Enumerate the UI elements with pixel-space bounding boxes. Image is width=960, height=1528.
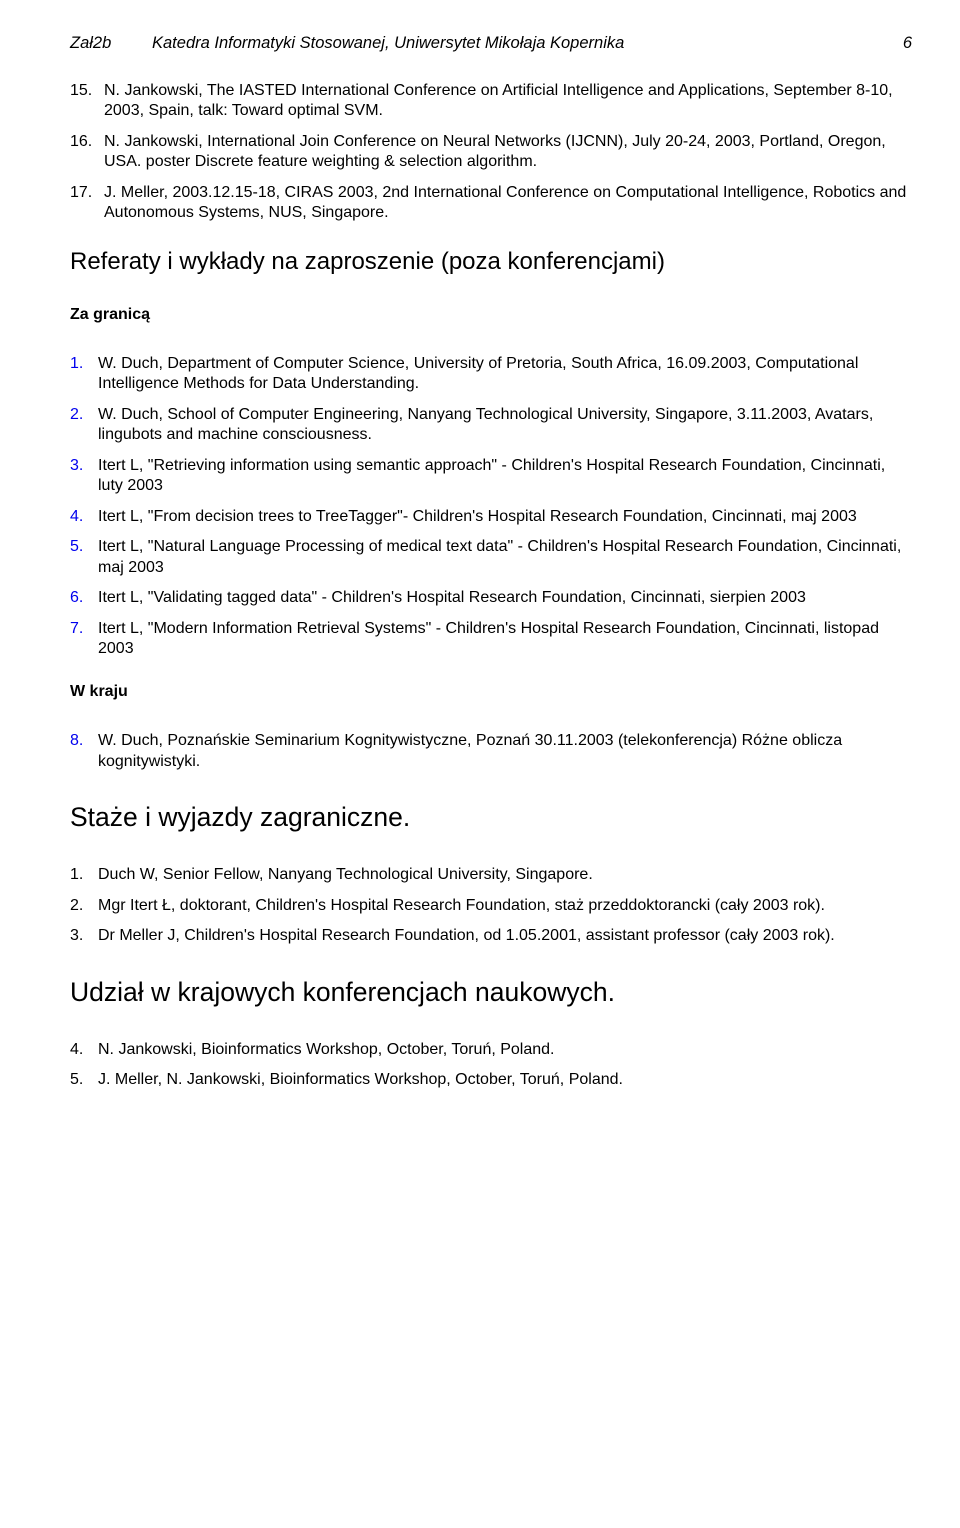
item-number: 15.	[70, 81, 104, 122]
item-number: 4.	[70, 507, 98, 527]
item-number: 1.	[70, 354, 98, 395]
item-number: 2.	[70, 896, 98, 916]
list-item: 4.N. Jankowski, Bioinformatics Workshop,…	[70, 1040, 912, 1060]
item-text: Itert L, "Validating tagged data" - Chil…	[98, 588, 912, 608]
item-number: 5.	[70, 1070, 98, 1090]
item-text: W. Duch, School of Computer Engineering,…	[98, 405, 912, 446]
page-body: Zał2b Katedra Informatyki Stosowanej, Un…	[0, 0, 960, 1163]
item-text: J. Meller, N. Jankowski, Bioinformatics …	[98, 1070, 912, 1090]
list-item: 5.J. Meller, N. Jankowski, Bioinformatic…	[70, 1070, 912, 1090]
subhead-wkraju: W kraju	[70, 683, 912, 701]
item-number: 6.	[70, 588, 98, 608]
list-item: 4.Itert L, "From decision trees to TreeT…	[70, 507, 912, 527]
item-number: 1.	[70, 865, 98, 885]
list-item: 3.Dr Meller J, Children's Hospital Resea…	[70, 926, 912, 946]
item-number: 17.	[70, 183, 104, 224]
page-header: Zał2b Katedra Informatyki Stosowanej, Un…	[70, 34, 912, 53]
item-number: 4.	[70, 1040, 98, 1060]
list-item: 8.W. Duch, Poznańskie Seminarium Kognity…	[70, 731, 912, 772]
section-staze: Staże i wyjazdy zagraniczne.	[70, 802, 912, 833]
item-number: 5.	[70, 537, 98, 578]
item-text: Itert L, "Natural Language Processing of…	[98, 537, 912, 578]
item-number: 16.	[70, 132, 104, 173]
list-item: 2.Mgr Itert Ł, doktorant, Children's Hos…	[70, 896, 912, 916]
header-left: Zał2b	[70, 34, 152, 53]
top-list: 15.N. Jankowski, The IASTED Internationa…	[70, 81, 912, 224]
section-udzial: Udział w krajowych konferencjach naukowy…	[70, 977, 912, 1008]
item-text: Duch W, Senior Fellow, Nanyang Technolog…	[98, 865, 912, 885]
item-text: Itert L, "Modern Information Retrieval S…	[98, 619, 912, 660]
staze-list: 1.Duch W, Senior Fellow, Nanyang Technol…	[70, 865, 912, 946]
list-item: 3.Itert L, "Retrieving information using…	[70, 456, 912, 497]
item-text: Mgr Itert Ł, doktorant, Children's Hospi…	[98, 896, 912, 916]
item-number: 3.	[70, 926, 98, 946]
item-text: J. Meller, 2003.12.15-18, CIRAS 2003, 2n…	[104, 183, 912, 224]
list-item: 6.Itert L, "Validating tagged data" - Ch…	[70, 588, 912, 608]
list-item: 1.Duch W, Senior Fellow, Nanyang Technol…	[70, 865, 912, 885]
header-center: Katedra Informatyki Stosowanej, Uniwersy…	[152, 34, 872, 53]
list-item: 2.W. Duch, School of Computer Engineerin…	[70, 405, 912, 446]
item-text: N. Jankowski, Bioinformatics Workshop, O…	[98, 1040, 912, 1060]
list-item: 15.N. Jankowski, The IASTED Internationa…	[70, 81, 912, 122]
item-number: 7.	[70, 619, 98, 660]
subhead-zagranica: Za granicą	[70, 306, 912, 324]
item-text: Itert L, "Retrieving information using s…	[98, 456, 912, 497]
list-item: 5.Itert L, "Natural Language Processing …	[70, 537, 912, 578]
header-page-number: 6	[872, 34, 912, 53]
item-text: Itert L, "From decision trees to TreeTag…	[98, 507, 912, 527]
item-number: 3.	[70, 456, 98, 497]
item-number: 8.	[70, 731, 98, 772]
section-referaty: Referaty i wykłady na zaproszenie (poza …	[70, 248, 912, 276]
item-text: W. Duch, Department of Computer Science,…	[98, 354, 912, 395]
list-item: 16.N. Jankowski, International Join Conf…	[70, 132, 912, 173]
list-item: 7.Itert L, "Modern Information Retrieval…	[70, 619, 912, 660]
item-text: N. Jankowski, International Join Confere…	[104, 132, 912, 173]
zagranica-list: 1.W. Duch, Department of Computer Scienc…	[70, 354, 912, 660]
wkraju-list: 8.W. Duch, Poznańskie Seminarium Kognity…	[70, 731, 912, 772]
list-item: 17.J. Meller, 2003.12.15-18, CIRAS 2003,…	[70, 183, 912, 224]
item-text: W. Duch, Poznańskie Seminarium Kognitywi…	[98, 731, 912, 772]
item-text: Dr Meller J, Children's Hospital Researc…	[98, 926, 912, 946]
item-number: 2.	[70, 405, 98, 446]
udzial-list: 4.N. Jankowski, Bioinformatics Workshop,…	[70, 1040, 912, 1091]
item-text: N. Jankowski, The IASTED International C…	[104, 81, 912, 122]
list-item: 1.W. Duch, Department of Computer Scienc…	[70, 354, 912, 395]
